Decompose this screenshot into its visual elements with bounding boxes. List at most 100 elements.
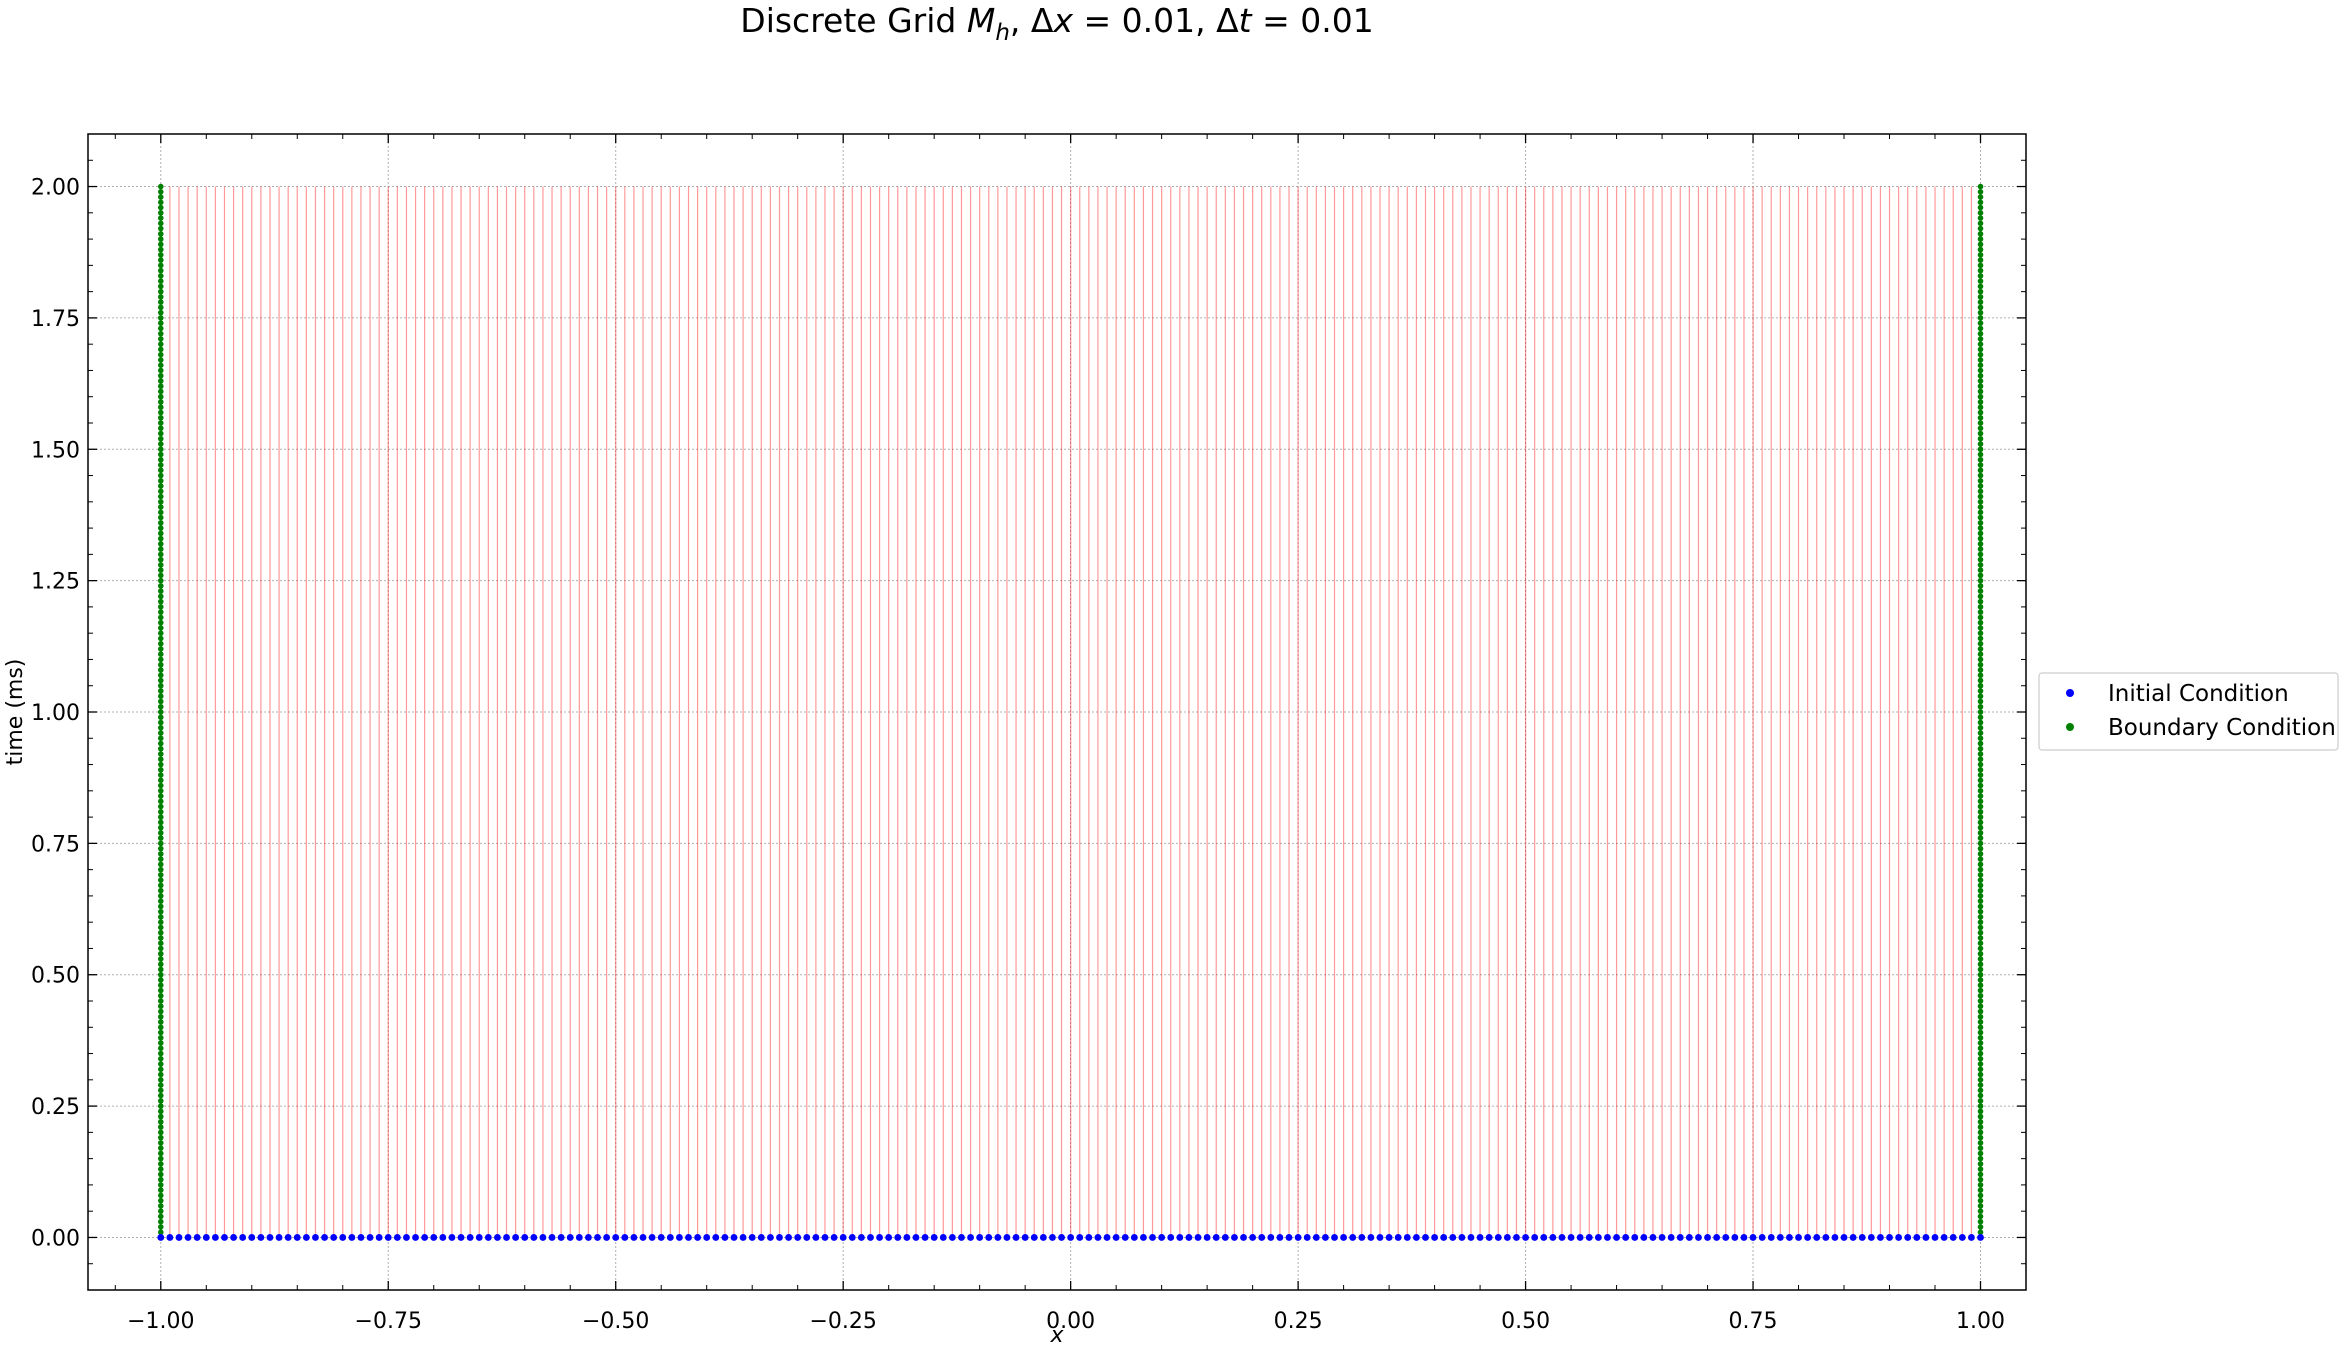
boundary-condition-point — [1977, 231, 1984, 237]
initial-condition-point — [766, 1234, 774, 1241]
legend-label-boundary: Boundary Condition — [2108, 715, 2336, 741]
boundary-condition-point — [1977, 456, 1984, 463]
boundary-condition-point — [157, 1008, 164, 1015]
initial-condition-point — [1149, 1234, 1156, 1241]
initial-condition-point — [757, 1234, 765, 1241]
boundary-condition-point — [157, 367, 164, 374]
boundary-condition-point — [1977, 393, 1984, 400]
y-tick-label: 1.25 — [31, 570, 80, 595]
initial-condition-point — [557, 1234, 565, 1241]
boundary-condition-point — [1977, 1124, 1984, 1130]
boundary-condition-point — [157, 1034, 164, 1041]
initial-condition-point — [175, 1234, 183, 1241]
boundary-condition-point — [1977, 693, 1984, 700]
initial-condition-point — [1049, 1234, 1056, 1241]
initial-condition-point — [1676, 1234, 1684, 1241]
boundary-condition-point — [1977, 940, 1984, 946]
boundary-condition-point — [157, 246, 164, 253]
boundary-condition-point — [157, 204, 164, 211]
boundary-condition-point — [1977, 992, 1984, 999]
boundary-condition-point — [157, 1229, 164, 1235]
boundary-condition-point — [1977, 441, 1984, 447]
boundary-condition-point — [1977, 929, 1984, 936]
initial-condition-point — [1913, 1234, 1921, 1241]
boundary-condition-point — [157, 893, 164, 899]
boundary-condition-point — [157, 772, 164, 778]
initial-condition-point — [412, 1234, 419, 1241]
initial-condition-point — [1940, 1234, 1948, 1241]
boundary-condition-point — [1977, 1071, 1984, 1078]
boundary-condition-point — [1977, 1176, 1984, 1183]
boundary-condition-point — [1977, 893, 1984, 899]
boundary-condition-point — [1977, 288, 1984, 295]
boundary-condition-point — [1977, 478, 1984, 484]
initial-condition-point — [912, 1234, 920, 1241]
initial-condition-point — [521, 1234, 529, 1241]
boundary-condition-point — [1977, 593, 1984, 600]
initial-condition-point — [1212, 1234, 1220, 1241]
boundary-condition-point — [157, 425, 164, 432]
legend-marker-initial — [2066, 689, 2074, 697]
boundary-condition-point — [1977, 1013, 1984, 1020]
boundary-condition-point — [157, 330, 164, 337]
boundary-condition-point — [157, 294, 164, 300]
initial-condition-point — [293, 1234, 301, 1241]
initial-condition-point — [393, 1234, 401, 1241]
boundary-condition-point — [157, 887, 164, 894]
boundary-condition-point — [1977, 1224, 1984, 1230]
initial-condition-point — [1886, 1234, 1893, 1241]
y-tick-label: 0.25 — [31, 1095, 80, 1120]
boundary-condition-point — [1977, 278, 1984, 284]
boundary-condition-point — [1977, 215, 1984, 221]
boundary-condition-point — [1977, 488, 1984, 495]
boundary-condition-point — [1977, 567, 1984, 573]
boundary-condition-point — [157, 499, 164, 505]
boundary-condition-point — [1977, 646, 1984, 652]
boundary-condition-point — [157, 194, 164, 200]
boundary-condition-point — [157, 761, 164, 768]
boundary-condition-point — [1977, 872, 1984, 878]
initial-condition-point — [211, 1234, 219, 1241]
grid-node-lines — [169, 186, 1973, 1238]
initial-condition-point — [1649, 1234, 1657, 1241]
boundary-condition-point — [157, 709, 164, 715]
initial-condition-point — [539, 1234, 547, 1241]
boundary-condition-point — [1977, 351, 1984, 358]
initial-condition-point — [1731, 1234, 1739, 1241]
boundary-condition-point — [157, 488, 164, 495]
initial-condition-point — [1221, 1234, 1229, 1241]
initial-condition-point — [1840, 1234, 1848, 1241]
boundary-condition-point — [1977, 583, 1984, 589]
boundary-condition-point — [157, 320, 164, 326]
boundary-condition-point — [157, 1092, 164, 1099]
boundary-condition-point — [1977, 383, 1984, 390]
boundary-condition-point — [157, 456, 164, 463]
boundary-condition-point — [157, 956, 164, 962]
boundary-condition-point — [1977, 630, 1984, 636]
boundary-condition-point — [157, 210, 164, 216]
initial-condition-point — [1403, 1234, 1411, 1241]
boundary-condition-point — [157, 1119, 164, 1125]
boundary-condition-point — [157, 309, 164, 316]
boundary-condition-point — [157, 225, 164, 232]
x-tick-label: −1.00 — [127, 1309, 194, 1334]
boundary-condition-point — [1977, 803, 1984, 810]
boundary-condition-point — [1977, 777, 1984, 784]
boundary-condition-point — [157, 719, 164, 726]
boundary-condition-point — [1977, 709, 1984, 715]
boundary-condition-point — [1977, 451, 1984, 458]
boundary-condition-point — [1977, 294, 1984, 300]
initial-condition-point — [1767, 1234, 1775, 1241]
boundary-condition-point — [157, 971, 164, 978]
initial-condition-point — [530, 1234, 538, 1241]
boundary-condition-point — [1977, 330, 1984, 337]
boundary-condition-point — [1977, 935, 1984, 941]
boundary-condition-point — [1977, 824, 1984, 831]
initial-condition-point — [312, 1234, 319, 1241]
initial-condition-point — [1012, 1234, 1020, 1241]
boundary-condition-point — [157, 1197, 164, 1204]
boundary-condition-point — [1977, 1113, 1984, 1120]
initial-condition-point — [1713, 1234, 1721, 1241]
boundary-condition-point — [157, 730, 164, 736]
boundary-condition-point — [1977, 604, 1984, 610]
